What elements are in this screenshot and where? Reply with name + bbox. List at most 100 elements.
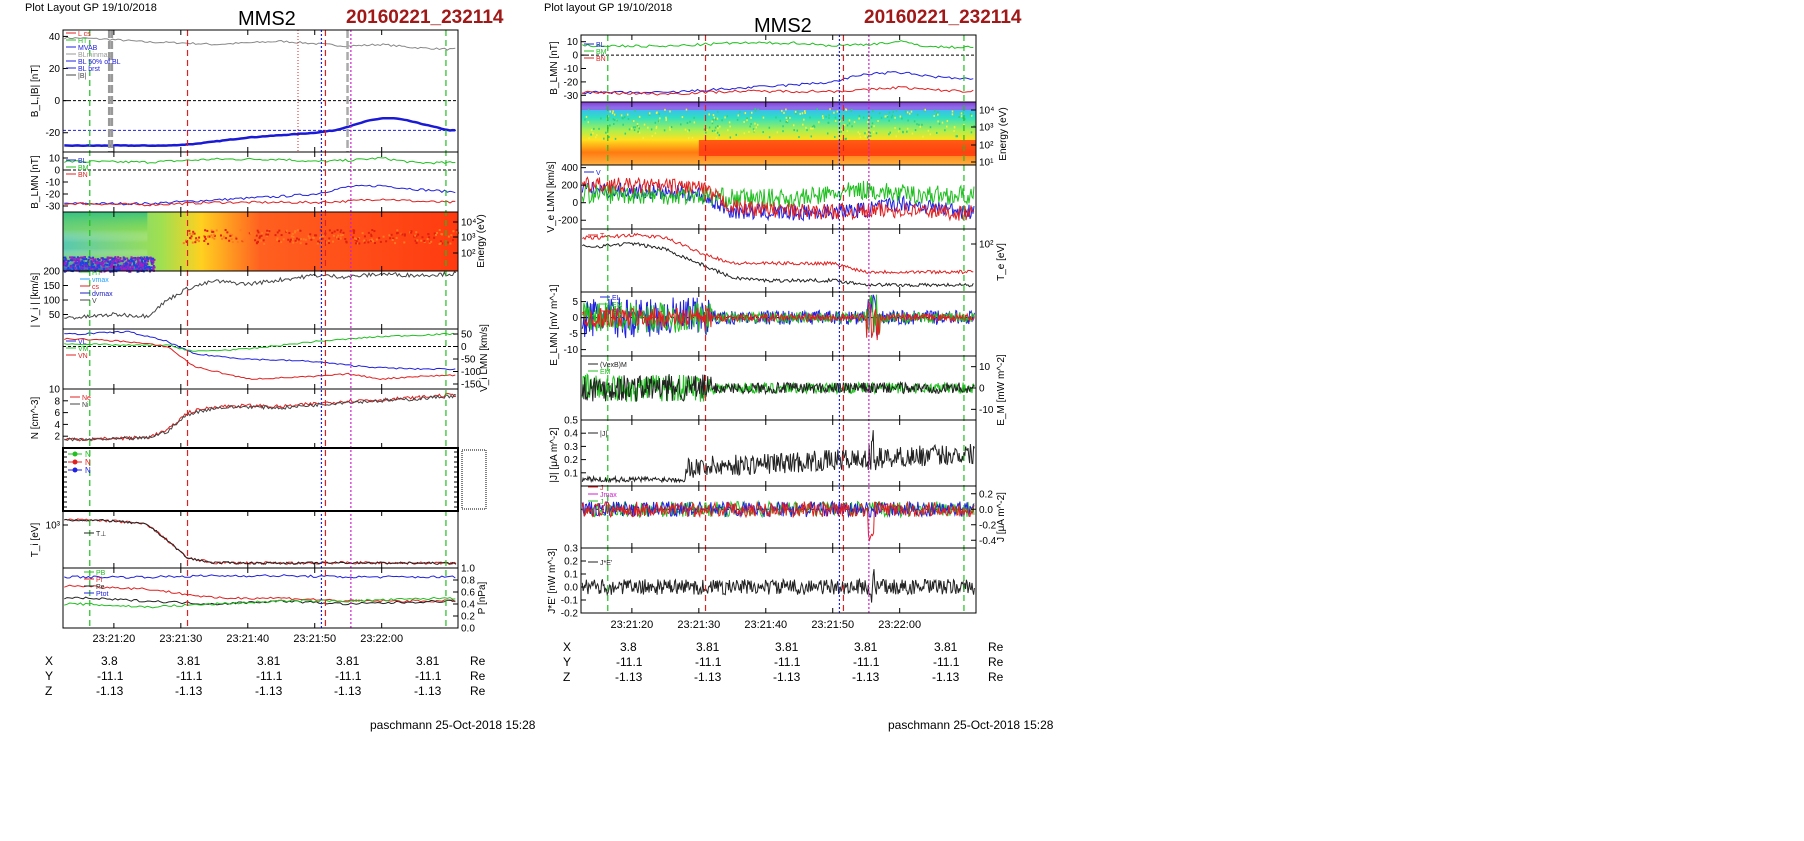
spectrogram-pixel <box>409 231 412 234</box>
left-coord-value: -1.13 <box>334 684 362 698</box>
tick-label: 0 <box>572 51 578 62</box>
spectrogram-pixel <box>680 123 682 126</box>
spectrogram-pixel <box>152 266 155 269</box>
spectrogram-pixel <box>76 262 79 265</box>
spectrogram-pixel <box>318 236 321 239</box>
spectrogram-pixel <box>869 135 872 138</box>
spectrogram-pixel <box>818 121 820 124</box>
spectrogram-pixel <box>421 236 424 239</box>
spectrogram-pixel <box>363 239 366 242</box>
tick-label: -10 <box>46 178 61 189</box>
spectrogram-pixel <box>592 132 594 135</box>
spectrogram-pixel <box>708 113 710 116</box>
spectrogram-pixel <box>946 125 948 128</box>
spectrogram-pixel <box>403 234 406 237</box>
spectrogram-pixel <box>628 128 631 131</box>
spectrogram-pixel <box>109 260 112 263</box>
spectrogram-pixel <box>111 266 114 269</box>
right-coord-value: -1.13 <box>932 670 960 684</box>
spectrogram-pixel <box>257 240 260 243</box>
spectrogram-pixel <box>78 257 81 260</box>
spectrogram-pixel <box>79 264 82 267</box>
spectrogram-pixel <box>872 131 875 134</box>
series-vi <box>64 270 457 320</box>
spectrogram-pixel <box>746 117 748 120</box>
spectrogram-pixel <box>145 267 148 270</box>
spectrogram-pixel <box>106 258 109 261</box>
series-e <box>581 300 975 341</box>
spectrogram-pixel <box>811 125 814 128</box>
spectrogram-pixel <box>685 108 688 111</box>
series-|B| <box>64 36 456 51</box>
spectrogram-pixel <box>804 111 806 114</box>
spectrogram-pixel <box>392 237 395 240</box>
spectrogram-pixel <box>63 264 66 267</box>
spectrogram-pixel <box>895 135 897 138</box>
legend-entry: BN <box>78 172 88 179</box>
right-footer: paschmann 25-Oct-2018 15:28 <box>888 718 1054 732</box>
spectrogram-pixel <box>962 116 964 119</box>
spectrogram-pixel <box>299 229 302 232</box>
panel-frame <box>580 291 977 357</box>
spectrogram-pixel <box>134 256 137 259</box>
spectrogram-pixel <box>108 264 111 267</box>
spectrogram-pixel <box>924 108 926 111</box>
spectrogram-pixel <box>288 232 291 235</box>
spectrogram-pixel <box>91 257 94 260</box>
legend-entry: Pe <box>96 584 105 591</box>
series-VN <box>64 337 456 381</box>
spectrogram-pixel <box>115 259 118 262</box>
spectrogram-pixel <box>204 229 207 232</box>
spectrogram-pixel <box>83 256 86 259</box>
spectrogram-pixel <box>95 266 98 269</box>
spectrogram-pixel <box>729 125 731 128</box>
spectrogram-pixel <box>97 261 100 264</box>
spectrogram-pixel <box>614 137 617 140</box>
spectrogram-pixel <box>633 129 636 132</box>
spectrogram-pixel <box>291 232 294 235</box>
spectrogram-pixel <box>101 258 104 261</box>
legend-entry: |B| <box>78 73 86 80</box>
right-coord-value: -1.13 <box>615 670 643 684</box>
tick-label: 0.4 <box>461 600 475 611</box>
spectrogram-pixel <box>891 114 894 117</box>
legend-entry: BN <box>596 56 606 63</box>
spectrogram-pixel <box>138 257 141 260</box>
time-tick-label: 23:21:30 <box>159 633 202 645</box>
spectrogram-pixel <box>664 108 666 111</box>
spectrogram-pixel <box>122 268 125 271</box>
spectrogram-pixel <box>845 137 847 140</box>
spectrogram-pixel <box>914 129 917 132</box>
y-axis-label-vilmn: V_i LMN [km/s] <box>479 324 490 392</box>
spectrogram-pixel <box>136 263 139 266</box>
spectrogram-pixel <box>888 119 890 122</box>
spectrogram-pixel <box>141 266 144 269</box>
spectrogram-pixel <box>198 236 201 239</box>
spectrogram-pixel <box>282 238 285 241</box>
spectrogram-pixel <box>322 235 325 238</box>
series-em <box>581 374 975 402</box>
spectrogram-pixel <box>93 265 96 268</box>
spectrogram-pixel <box>117 265 120 268</box>
spectrogram-pixel <box>101 260 104 263</box>
spectrogram-pixel <box>148 256 151 259</box>
tick-label: 0.6 <box>461 588 475 599</box>
spectrogram-pixel <box>64 264 67 267</box>
left-coord-value: 3.81 <box>257 654 281 668</box>
spectrogram-pixel <box>102 262 105 265</box>
left-coord-unit: Re <box>470 669 486 683</box>
spectrogram-pixel <box>113 262 116 265</box>
spectrogram-pixel <box>88 267 91 270</box>
tick-label: 1.0 <box>461 564 475 575</box>
spectrogram-pixel <box>588 137 590 140</box>
spectrogram-pixel <box>608 136 610 139</box>
spectrogram-pixel <box>921 123 923 126</box>
spectrogram-pixel <box>795 112 797 115</box>
spectrogram-pixel <box>211 236 214 239</box>
spectrogram-pixel <box>813 124 815 127</box>
spectrogram-pixel <box>632 120 635 123</box>
right-coord-value: -11.1 <box>853 655 880 669</box>
legend-entry: EL <box>612 295 621 302</box>
panel-frame <box>62 270 459 330</box>
spectrogram-pixel <box>873 125 875 128</box>
